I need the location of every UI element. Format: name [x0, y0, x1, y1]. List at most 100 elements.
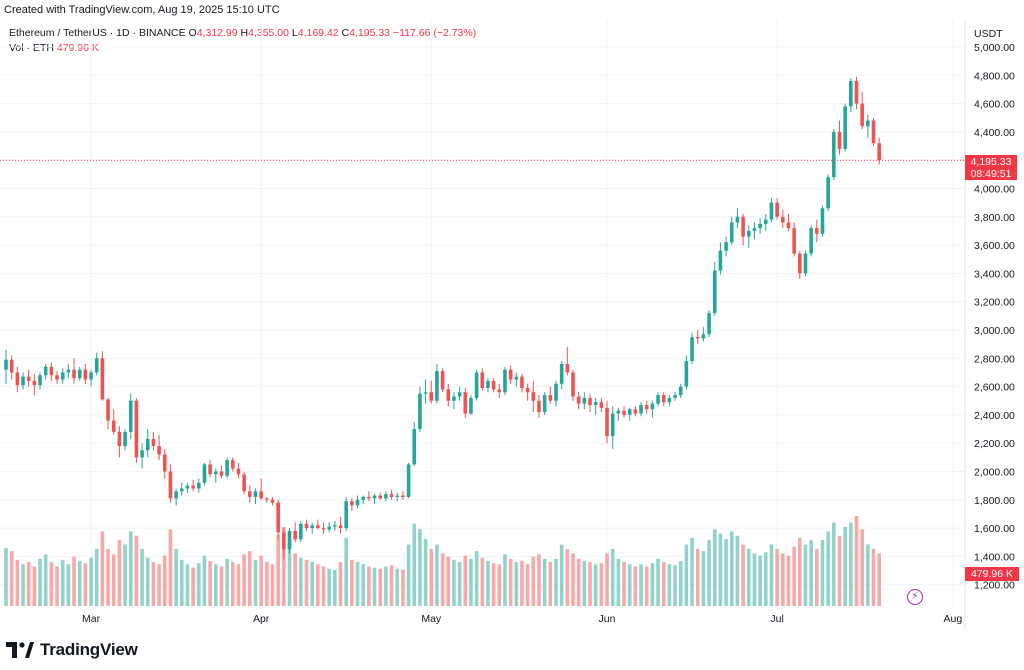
candle-body — [287, 530, 292, 550]
volume-bar — [157, 564, 161, 606]
volume-bar — [491, 563, 496, 606]
volume-bar — [786, 555, 791, 606]
candle-body — [537, 400, 541, 413]
candle-body — [248, 491, 252, 497]
volume-bar — [219, 566, 224, 606]
volume-bar — [372, 567, 377, 606]
volume-bar — [304, 559, 309, 606]
volume-bar — [179, 559, 184, 606]
volume-bar — [344, 537, 348, 606]
candle-body — [174, 491, 178, 499]
volume-bar — [854, 516, 859, 606]
candle-body — [123, 431, 127, 447]
x-tick-label: Apr — [253, 613, 270, 625]
volume-bar — [537, 554, 541, 606]
volume-bar — [525, 564, 530, 606]
volume-bar — [678, 561, 683, 606]
candle-body — [389, 494, 394, 497]
y-tick-label: 3,800.00 — [974, 212, 1015, 224]
candle-body — [525, 388, 530, 393]
lightning-icon[interactable]: ⚡ — [907, 589, 923, 605]
volume-bar — [661, 562, 666, 606]
volume-bar — [627, 564, 632, 606]
candle-body — [219, 471, 224, 476]
candle-body — [627, 409, 632, 415]
candle-body — [684, 361, 689, 387]
high-value: 4,355.00 — [248, 27, 289, 39]
candle-body — [582, 397, 587, 404]
volume-bar — [174, 548, 178, 606]
candle-body — [100, 358, 105, 400]
candle-body — [202, 464, 207, 483]
volume-bar — [66, 564, 71, 606]
candle-body — [520, 376, 524, 389]
candle-body — [610, 413, 615, 437]
volume-bar — [497, 564, 502, 606]
volume-bar — [60, 559, 65, 606]
volume-bar — [21, 564, 25, 606]
candle-body — [21, 376, 25, 386]
candle-body — [729, 222, 734, 243]
candle-body — [746, 230, 751, 237]
volume-bar — [446, 556, 451, 606]
candle-body — [316, 525, 320, 529]
candle-body — [66, 369, 71, 373]
candle-body — [820, 208, 825, 234]
volume-bar — [724, 539, 728, 606]
volume-bar — [877, 553, 881, 606]
tradingview-logo[interactable]: TradingView — [6, 640, 138, 660]
chart-legend: Ethereum / TetherUS · 1D · BINANCE O4,31… — [9, 26, 476, 56]
candle-body — [338, 525, 343, 529]
candle-body — [350, 501, 354, 506]
volume-bar — [469, 558, 473, 606]
last-volume-label: 479.96 K — [965, 567, 1019, 581]
candle-body — [435, 371, 439, 401]
volume-bar — [815, 548, 819, 606]
open-value: 4,312.99 — [196, 27, 238, 39]
volume-bar — [622, 562, 626, 606]
candle-body — [877, 143, 881, 161]
volume-bar — [871, 548, 876, 606]
volume-bar — [196, 563, 201, 606]
candle-body — [622, 410, 626, 415]
candle-body — [718, 250, 723, 271]
volume-bar — [111, 554, 116, 606]
volume-bar — [775, 548, 779, 606]
volume-bar — [520, 561, 524, 606]
y-tick-label: 2,800.00 — [974, 353, 1015, 365]
candle-body — [406, 464, 411, 497]
volume-bar — [758, 555, 762, 606]
volume-bar — [729, 531, 734, 606]
candle-body — [372, 495, 377, 499]
candle-body — [32, 380, 37, 386]
y-tick-label: 2,200.00 — [974, 438, 1015, 450]
volume-bar — [684, 544, 689, 606]
candle-body — [106, 399, 110, 421]
candle-body — [151, 438, 156, 447]
candle-body — [117, 431, 122, 447]
candle-body — [412, 429, 417, 465]
x-tick-label: Jul — [770, 613, 783, 625]
volume-bar — [32, 566, 37, 606]
volume-bar — [225, 558, 229, 606]
volume-bar — [707, 540, 711, 606]
volume-bar — [486, 561, 490, 606]
candle-body — [763, 219, 768, 224]
volume-bar — [9, 551, 14, 606]
volume-bar — [401, 569, 405, 606]
candle-body — [111, 420, 116, 432]
candle-body — [185, 485, 190, 489]
y-tick-label: 3,000.00 — [974, 325, 1015, 337]
volume-bar — [701, 551, 706, 606]
candle-body — [446, 389, 451, 401]
volume-bar — [554, 558, 558, 606]
candle-body — [321, 528, 326, 530]
volume-bar — [350, 559, 354, 606]
candle-body — [384, 494, 388, 499]
candle-body — [735, 216, 740, 223]
volume-bar — [185, 564, 190, 606]
candle-body — [299, 523, 303, 540]
volume-bar — [276, 534, 280, 606]
close-label: C — [341, 27, 350, 39]
